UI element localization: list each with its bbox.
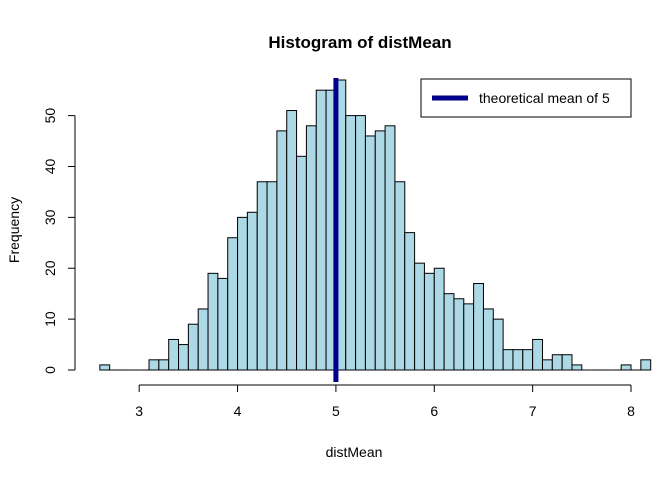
histogram-bar [502, 349, 514, 371]
legend: theoretical mean of 5 [420, 78, 632, 118]
histogram-bar [296, 155, 307, 371]
histogram-bar [246, 211, 258, 371]
histogram-bar [404, 232, 416, 371]
histogram-bar [286, 110, 298, 371]
histogram-bar [276, 130, 288, 371]
histogram-bar [541, 359, 553, 371]
histogram-bar [197, 308, 209, 371]
bars-group [99, 79, 652, 371]
y-tick-label: 50 [42, 108, 58, 124]
x-tick-label: 7 [529, 403, 537, 419]
histogram-bar [414, 262, 425, 371]
histogram-bar [384, 125, 396, 371]
histogram-bar [374, 130, 386, 371]
histogram-bar [237, 216, 248, 371]
histogram-bar [305, 125, 317, 371]
histogram-bar [473, 283, 484, 371]
histogram-bar [532, 338, 543, 371]
histogram-bar [512, 349, 524, 371]
histogram-bar [453, 298, 465, 371]
histogram-bar [463, 303, 475, 371]
y-tick-label: 0 [42, 366, 58, 374]
x-axis: 3 4 5 6 7 8 [135, 384, 635, 419]
x-axis-label: distMean [326, 444, 383, 460]
y-axis: 0 10 20 30 40 50 [42, 108, 76, 374]
histogram-bar [168, 338, 180, 371]
x-tick-label: 8 [627, 403, 635, 419]
histogram-bar [207, 272, 219, 371]
histogram-bar [571, 364, 583, 371]
y-tick-label: 10 [42, 311, 58, 327]
histogram-bar [178, 344, 189, 371]
y-tick-label: 30 [42, 209, 58, 225]
histogram-bar [394, 181, 406, 371]
y-tick-label: 40 [42, 158, 58, 174]
histogram-bar [256, 181, 268, 371]
legend-box [420, 78, 632, 118]
histogram-bar [227, 237, 239, 371]
histogram-bar [217, 277, 229, 371]
x-tick-label: 3 [135, 403, 143, 419]
histogram-bar [266, 181, 278, 371]
x-tick-label: 4 [234, 403, 242, 419]
y-tick-label: 20 [42, 260, 58, 276]
histogram-bar [148, 359, 160, 371]
histogram-bar [443, 293, 455, 371]
histogram-bar [522, 349, 534, 371]
histogram-bar [315, 89, 327, 371]
histogram-bar [482, 308, 494, 371]
histogram-bar [433, 267, 445, 371]
histogram-bar [99, 364, 111, 371]
histogram-bar [640, 359, 652, 371]
histogram-bar [551, 354, 563, 371]
histogram-bar [364, 135, 376, 371]
histogram-bar [492, 318, 504, 371]
histogram-bar [423, 272, 435, 371]
histogram-bar [345, 115, 357, 371]
histogram-bar [158, 359, 170, 371]
chart-title: Histogram of distMean [268, 33, 451, 52]
x-tick-label: 6 [430, 403, 438, 419]
x-tick-label: 5 [332, 403, 340, 419]
y-axis-label: Frequency [6, 197, 22, 263]
histogram-bar [561, 354, 573, 371]
legend-label-mean: theoretical mean of 5 [479, 90, 610, 106]
histogram-bar [620, 364, 632, 371]
histogram-bar [355, 115, 366, 371]
histogram-bar [187, 323, 199, 371]
